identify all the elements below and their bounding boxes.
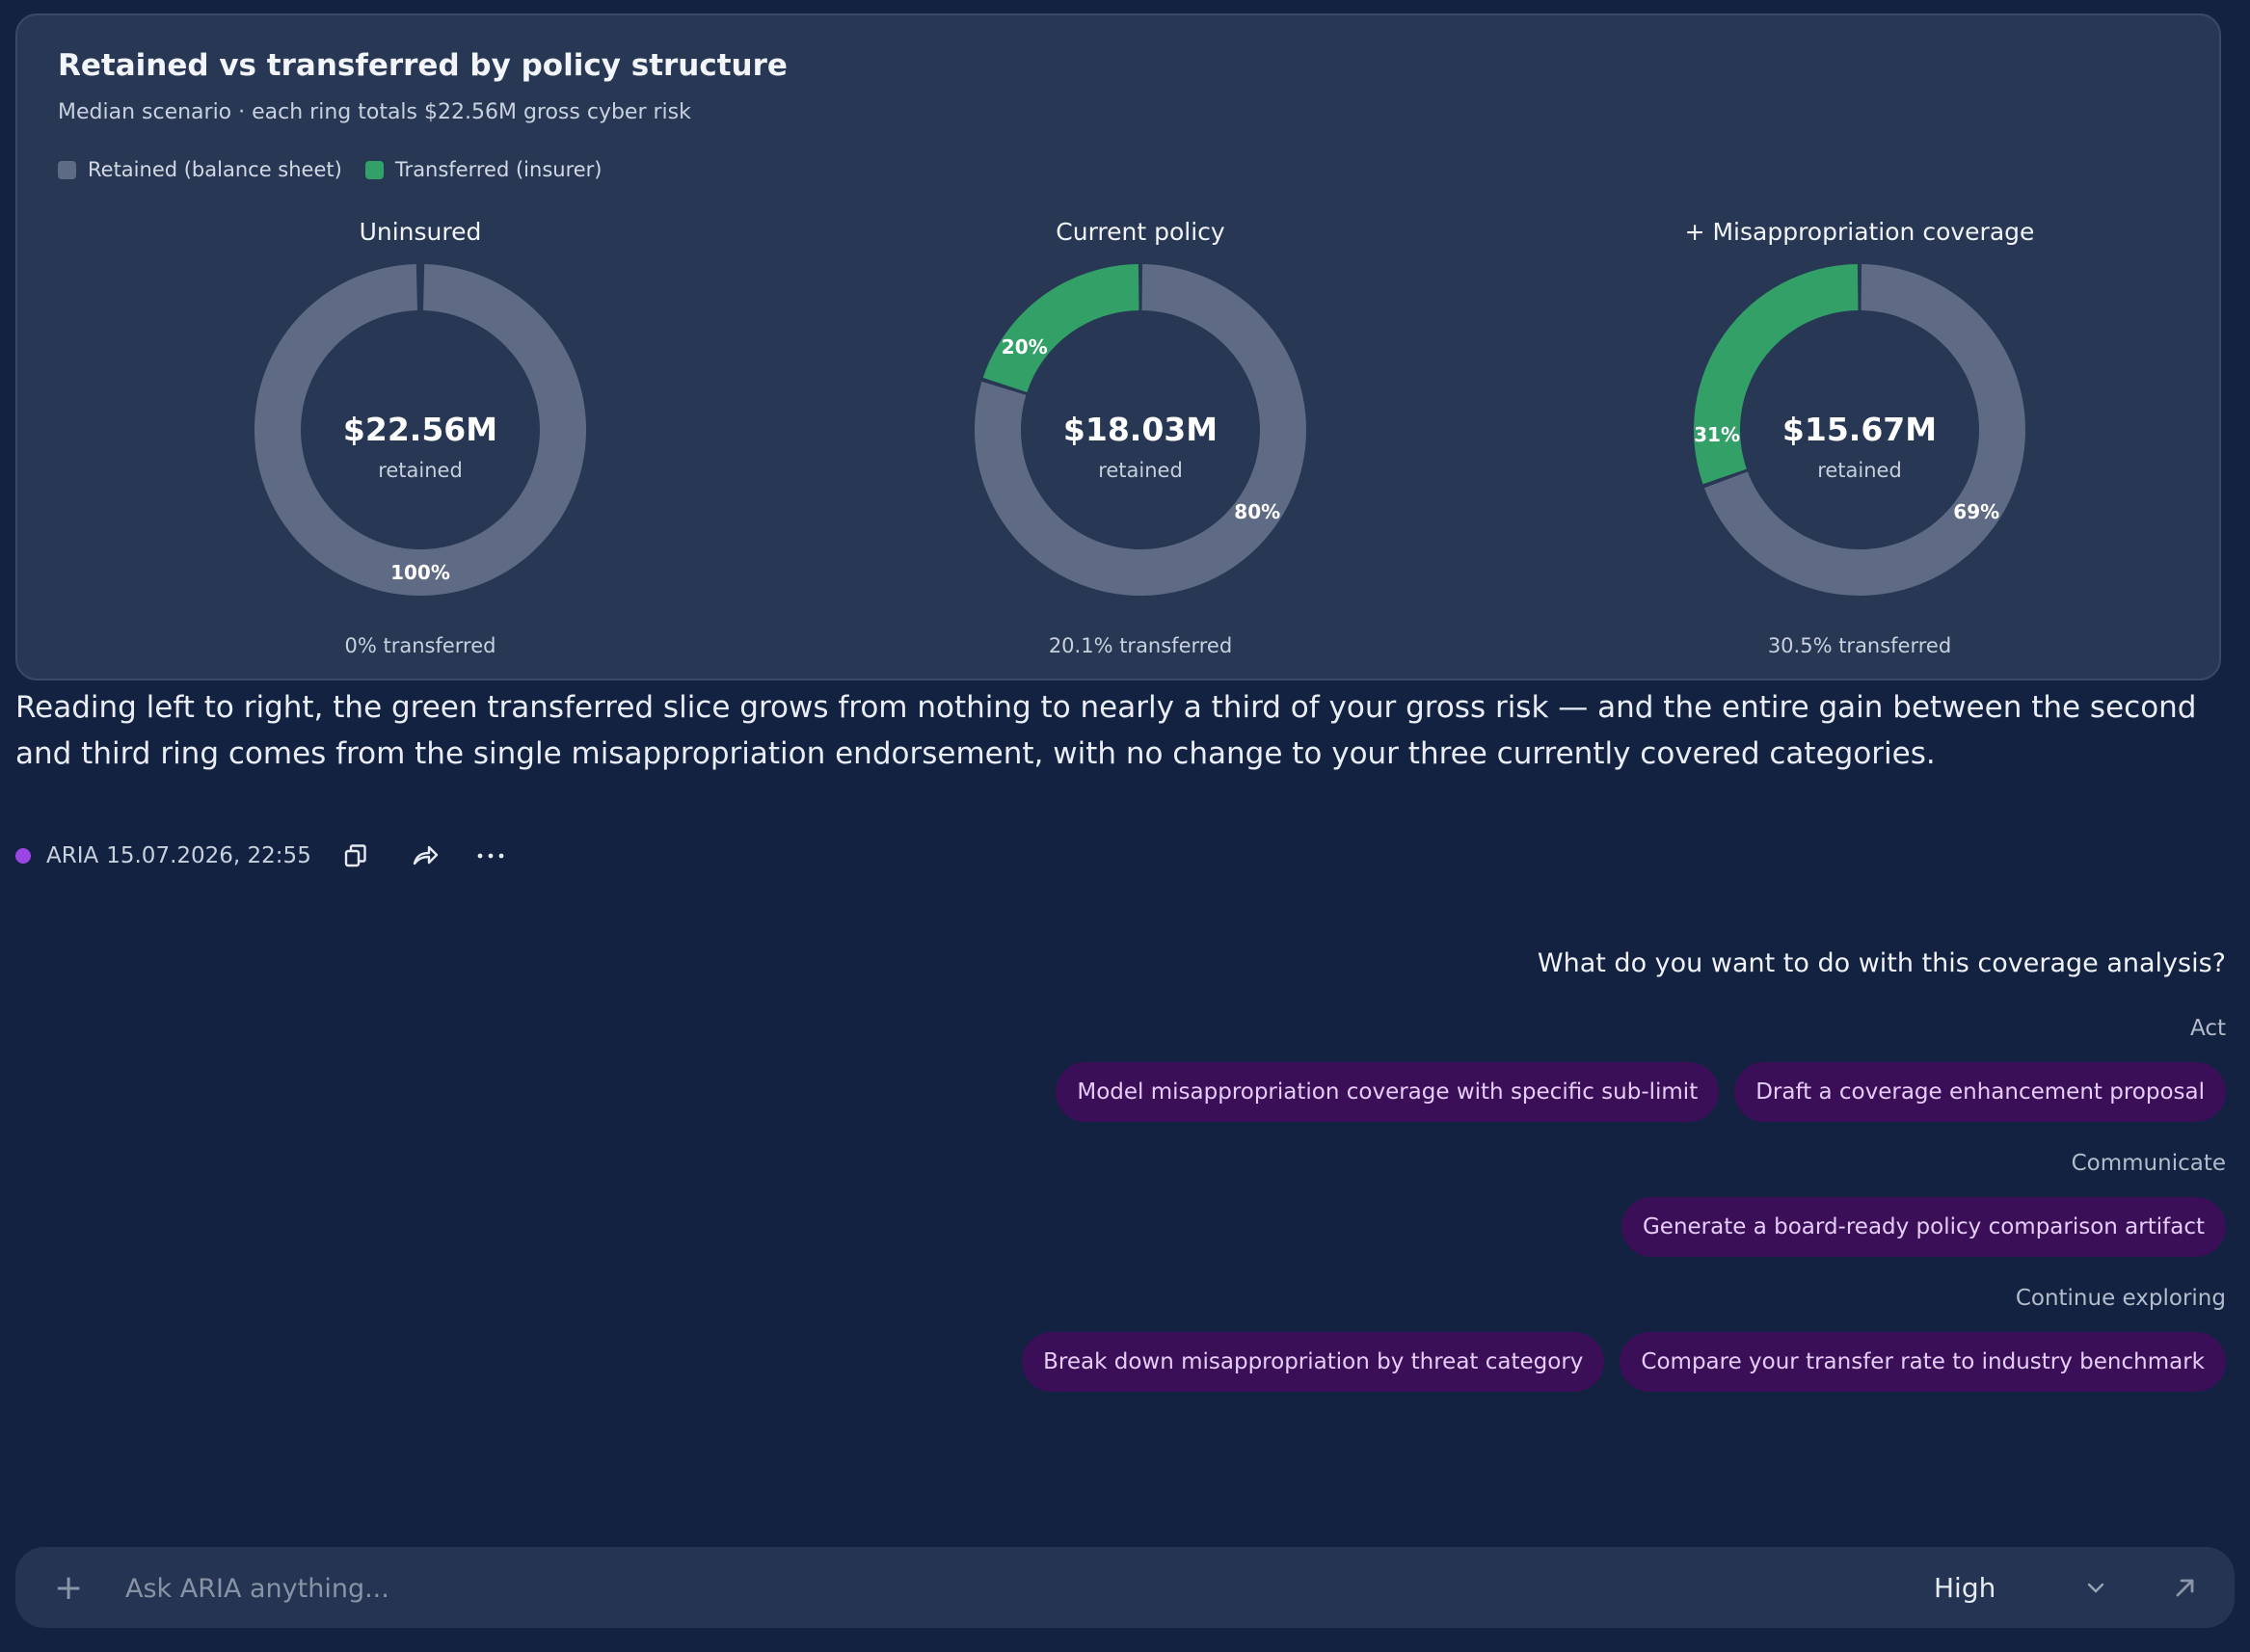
copy-icon[interactable]	[336, 837, 375, 875]
share-icon[interactable]	[406, 837, 444, 875]
chart-card: Retained vs transferred by policy struct…	[15, 13, 2221, 680]
donut-chart	[1694, 264, 2025, 596]
transferred-percent-label: 20%	[1001, 334, 1048, 359]
legend-label-retained: Retained (balance sheet)	[88, 158, 342, 181]
suggestion-chip[interactable]: Model misappropriation coverage with spe…	[1056, 1062, 1720, 1122]
ring-title: Uninsured	[359, 218, 482, 246]
chart-title: Retained vs transferred by policy struct…	[58, 48, 788, 83]
ring-footer: 20.1% transferred	[1048, 634, 1233, 657]
group-label-act: Act	[2190, 1016, 2226, 1041]
group-label-communicate: Communicate	[2071, 1151, 2226, 1176]
ring-misappropriation: + Misappropriation coverage $15.67M reta…	[1590, 218, 2129, 671]
assistant-message-text: Reading left to right, the green transfe…	[15, 690, 2197, 771]
ring-current-policy: Current policy $18.03M retained 20.1% tr…	[871, 218, 1410, 671]
ring-title: Current policy	[1056, 218, 1225, 246]
legend-swatch-transferred	[364, 160, 384, 179]
chat-input[interactable]	[123, 1562, 1862, 1614]
ring-center-value: $22.56M	[342, 411, 498, 448]
legend-item-transferred: Transferred (insurer)	[364, 158, 603, 181]
top-strip	[0, 0, 2250, 4]
retained-percent-label: 69%	[1953, 499, 2000, 523]
chat-composer: + High	[15, 1547, 2235, 1628]
chevron-down-icon[interactable]	[2084, 1547, 2107, 1628]
legend-label-transferred: Transferred (insurer)	[394, 158, 603, 181]
ring-uninsured: Uninsured $22.56M retained 0% transferre…	[150, 218, 690, 671]
suggestion-chip[interactable]: Compare your transfer rate to industry b…	[1620, 1332, 2226, 1392]
message-timestamp: 15.07.2026, 22:55	[106, 843, 311, 868]
ring-center-value: $15.67M	[1781, 411, 1938, 448]
effort-select[interactable]: High	[1934, 1571, 1996, 1604]
ring-footer: 30.5% transferred	[1767, 634, 1952, 657]
retained-percent-label: 80%	[1234, 499, 1281, 523]
author-name: ARIA	[46, 843, 99, 868]
chip-row-act: Model misappropriation coverage with spe…	[1056, 1062, 2226, 1122]
message-meta: ARIA 15.07.2026, 22:55	[15, 837, 510, 875]
ring-footer: 0% transferred	[344, 634, 496, 657]
suggestion-chip[interactable]: Break down misappropriation by threat ca…	[1022, 1332, 1605, 1392]
legend-item-retained: Retained (balance sheet)	[58, 158, 342, 181]
ring-center-label: retained	[1098, 459, 1183, 482]
followup-question: What do you want to do with this coverag…	[1537, 948, 2226, 978]
transferred-slice	[982, 264, 1139, 392]
donut-chart	[975, 264, 1306, 596]
group-label-continue-exploring: Continue exploring	[2015, 1286, 2226, 1311]
transferred-percent-label: 31%	[1694, 422, 1740, 446]
more-icon[interactable]	[471, 837, 510, 875]
transferred-slice	[1694, 264, 1859, 485]
ring-center-value: $18.03M	[1062, 411, 1219, 448]
ring-center-label: retained	[378, 459, 463, 482]
retained-percent-label: 100%	[390, 561, 450, 584]
ring-title: + Misappropriation coverage	[1684, 218, 2035, 246]
status-dot	[15, 848, 31, 864]
chart-legend: Retained (balance sheet) Transferred (in…	[58, 158, 603, 181]
suggestion-chip[interactable]: Draft a coverage enhancement proposal	[1734, 1062, 2226, 1122]
chip-row-communicate: Generate a board-ready policy comparison…	[1621, 1197, 2226, 1257]
send-arrow-icon[interactable]	[2171, 1547, 2200, 1628]
legend-swatch-retained	[58, 160, 76, 179]
chart-subtitle: Median scenario · each ring totals $22.5…	[58, 100, 691, 124]
add-attachment-icon[interactable]: +	[54, 1567, 84, 1608]
chip-row-continue-exploring: Break down misappropriation by threat ca…	[1022, 1332, 2226, 1392]
suggestion-chip[interactable]: Generate a board-ready policy comparison…	[1621, 1197, 2226, 1257]
ring-center-label: retained	[1817, 459, 1902, 482]
